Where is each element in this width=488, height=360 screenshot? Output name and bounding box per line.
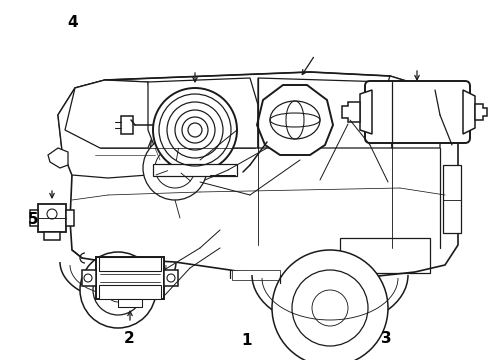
- Bar: [82, 270, 96, 286]
- Bar: [30, 210, 38, 226]
- Bar: [339, 238, 429, 273]
- Polygon shape: [257, 85, 332, 155]
- Text: 1: 1: [241, 333, 252, 348]
- Polygon shape: [258, 78, 391, 148]
- Circle shape: [153, 88, 237, 172]
- Bar: [44, 232, 60, 240]
- Bar: [231, 270, 280, 280]
- Bar: [442, 165, 460, 233]
- Bar: [153, 164, 237, 176]
- Text: 4: 4: [67, 15, 78, 30]
- Polygon shape: [58, 72, 457, 278]
- Polygon shape: [58, 80, 155, 178]
- Bar: [163, 270, 178, 286]
- Polygon shape: [148, 78, 258, 148]
- Bar: [121, 116, 133, 134]
- Bar: [99, 285, 161, 299]
- Circle shape: [80, 252, 156, 328]
- Polygon shape: [48, 148, 68, 168]
- FancyBboxPatch shape: [364, 81, 469, 143]
- Text: 2: 2: [124, 331, 135, 346]
- Polygon shape: [474, 104, 486, 120]
- Bar: [118, 299, 142, 307]
- Text: 3: 3: [380, 331, 391, 346]
- Bar: [66, 210, 74, 226]
- Bar: [96, 257, 163, 299]
- Circle shape: [271, 250, 387, 360]
- Text: 5: 5: [28, 212, 39, 227]
- Polygon shape: [65, 80, 155, 148]
- Bar: [99, 257, 161, 271]
- Polygon shape: [387, 76, 439, 148]
- Polygon shape: [341, 102, 359, 122]
- Polygon shape: [462, 90, 474, 134]
- Polygon shape: [359, 90, 371, 134]
- Bar: [38, 204, 66, 232]
- Circle shape: [142, 136, 206, 200]
